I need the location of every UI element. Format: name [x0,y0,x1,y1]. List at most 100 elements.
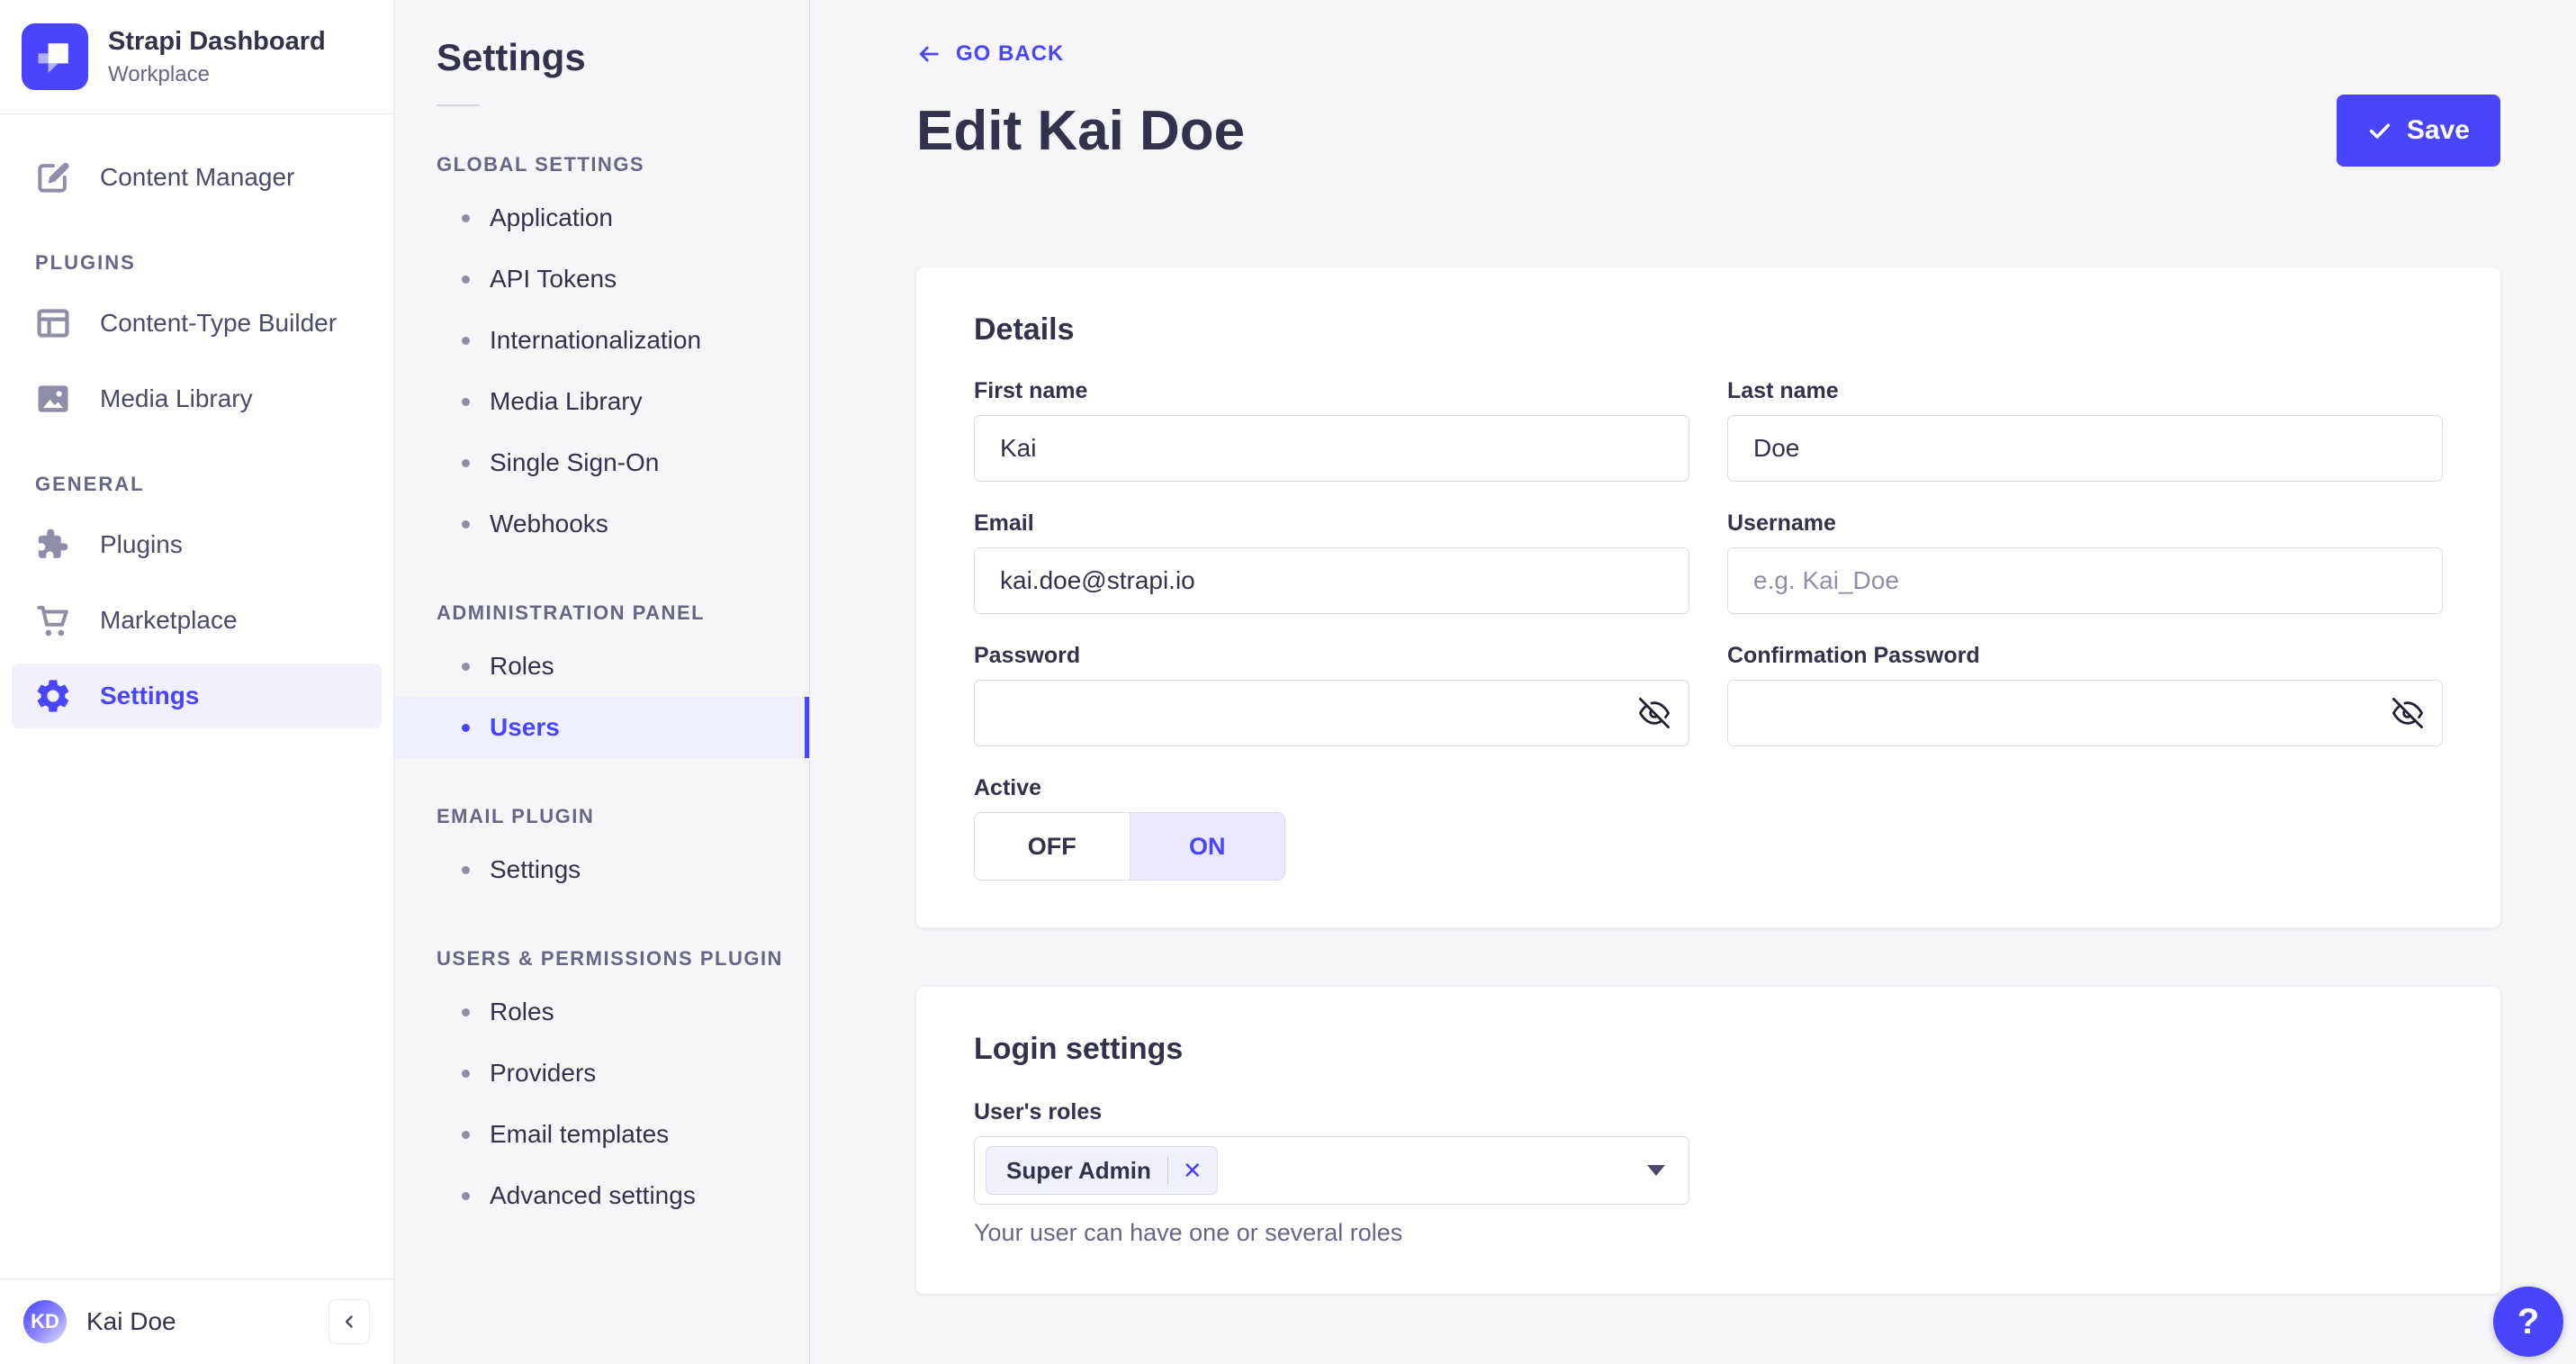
active-toggle: OFF ON [974,812,1285,881]
bullet-icon [462,458,470,467]
layout-icon [37,309,69,338]
subnav-item-api-tokens[interactable]: API Tokens [394,248,809,310]
subnav-item-webhooks[interactable]: Webhooks [394,493,809,555]
first-name-field[interactable] [974,415,1689,482]
gear-icon [37,680,69,712]
subnav-item-internationalization[interactable]: Internationalization [394,310,809,371]
arrow-left-icon [919,46,939,62]
details-card: Details First name Last name Email Usern… [916,267,2500,927]
confirmation-password-field[interactable] [1727,680,2443,746]
collapse-sidebar-button[interactable] [329,1299,370,1344]
bullet-icon [462,519,470,528]
image-icon [38,385,68,412]
subnav-item-admin-users[interactable]: Users [394,697,809,758]
subnav-section-administration-panel: ADMINISTRATION PANEL [437,601,706,624]
roles-helper-text: Your user can have one or several roles [974,1219,1403,1246]
brand-subtitle: Workplace [108,61,210,86]
save-button[interactable]: Save [2336,95,2500,167]
save-label: Save [2406,115,2470,145]
bullet-icon [462,1007,470,1016]
subnav-item-label: API Tokens [490,265,617,293]
subnav-item-email-settings[interactable]: Settings [394,839,809,900]
subnav-item-label: Application [490,203,613,231]
sidebar-footer: KD Kai Doe [0,1278,393,1364]
bullet-icon [462,1191,470,1200]
nav-section-general: GENERAL [35,473,145,495]
divider [0,113,393,114]
puzzle-icon [38,528,68,558]
sidebar-item-plugins[interactable]: Plugins [12,512,382,577]
bullet-icon [462,275,470,284]
sidebar-item-label: Plugins [100,530,183,558]
pen-icon [38,162,69,193]
subnav-item-media-library[interactable]: Media Library [394,371,809,432]
password-label: Password [974,643,1081,668]
username-field[interactable] [1727,547,2443,614]
subnav-item-label: Roles [490,998,554,1025]
divider [1166,1157,1168,1184]
sidebar-item-content-type-builder[interactable]: Content-Type Builder [12,291,382,356]
bullet-icon [462,865,470,874]
subnav-section-email-plugin: EMAIL PLUGIN [437,805,595,827]
details-title: Details [974,312,1075,347]
password-field[interactable] [974,680,1689,746]
active-toggle-on[interactable]: ON [1129,813,1284,880]
subnav-item-label: Webhooks [490,510,608,537]
active-toggle-off[interactable]: OFF [975,813,1130,880]
help-button[interactable]: ? [2493,1287,2563,1357]
cart-icon [37,605,68,637]
bullet-icon [462,397,470,406]
bullet-icon [462,662,470,671]
subnav-item-up-roles[interactable]: Roles [394,981,809,1043]
subnav-item-label: Internationalization [490,326,702,354]
sidebar-item-label: Media Library [100,384,253,412]
main-sidebar: Strapi Dashboard Workplace Content Manag… [0,0,394,1364]
go-back-link[interactable]: GO BACK [916,41,1064,67]
subnav-section-global-settings: GLOBAL SETTINGS [437,153,645,176]
subnav-item-label: Advanced settings [490,1181,696,1209]
nav-section-plugins: PLUGINS [35,251,136,274]
bullet-icon [462,213,470,222]
page-title: Edit Kai Doe [916,99,1246,162]
bullet-icon [462,1130,470,1139]
toggle-password-visibility-button[interactable] [1639,698,1670,728]
subnav-item-label: Single Sign-On [490,448,660,476]
main-content: GO BACK Edit Kai Doe Save Details First … [810,0,2576,1364]
sidebar-item-marketplace[interactable]: Marketplace [12,588,382,653]
users-roles-select[interactable]: Super Admin ✕ [974,1136,1689,1205]
last-name-field[interactable] [1727,415,2443,482]
strapi-logo-icon [22,23,88,90]
login-settings-card: Login settings User's roles Super Admin … [916,987,2500,1294]
sidebar-item-media-library[interactable]: Media Library [12,366,382,431]
email-field[interactable] [974,547,1689,614]
remove-role-button[interactable]: ✕ [1168,1159,1217,1182]
subnav-item-label: Roles [490,652,554,680]
subnav-item-up-advanced-settings[interactable]: Advanced settings [394,1165,809,1226]
subnav-item-application[interactable]: Application [394,187,809,248]
eye-off-icon [1639,698,1670,728]
subnav-section-users-permissions-plugin: USERS & PERMISSIONS PLUGIN [437,947,783,970]
brand: Strapi Dashboard Workplace [0,0,393,113]
subnav-item-up-email-templates[interactable]: Email templates [394,1104,809,1165]
settings-subnav: Settings GLOBAL SETTINGS Application API… [394,0,810,1364]
chevron-left-icon [345,1315,353,1328]
subnav-item-single-sign-on[interactable]: Single Sign-On [394,432,809,493]
user-name: Kai Doe [86,1307,176,1335]
subnav-item-admin-roles[interactable]: Roles [394,636,809,697]
avatar[interactable]: KD [23,1300,67,1343]
bullet-icon [462,723,470,732]
sidebar-item-label: Content Manager [100,163,295,191]
email-label: Email [974,510,1034,536]
sidebar-item-content-manager[interactable]: Content Manager [12,145,382,210]
active-label: Active [974,775,1042,800]
username-label: Username [1727,510,1836,536]
sidebar-item-settings[interactable]: Settings [12,664,382,728]
eye-off-icon [2392,698,2423,728]
toggle-confirmation-visibility-button[interactable] [2392,698,2423,728]
chevron-down-icon [1647,1165,1665,1176]
sidebar-item-label: Marketplace [100,606,238,634]
subnav-item-up-providers[interactable]: Providers [394,1043,809,1104]
subnav-title: Settings [437,36,586,78]
subnav-item-label: Media Library [490,387,643,415]
